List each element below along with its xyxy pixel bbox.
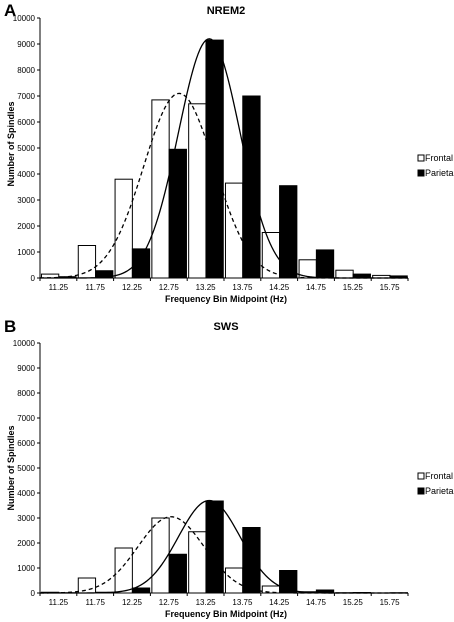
chart-nrem2: A NREM2 Number of Spindles Frequency Bin… (4, 1, 454, 304)
x-tick-label: 12.75 (159, 283, 180, 292)
x-tick-label: 15.75 (380, 283, 401, 292)
y-tick-label: 6000 (17, 118, 35, 127)
legend-label-frontal: Frontal (425, 471, 453, 481)
plot-area: 0 1000 2000 3000 4000 5000 6000 7000 8000 9000 100… (13, 14, 409, 292)
bar-parietal (168, 553, 187, 594)
bar-parietal (279, 185, 298, 279)
y-tick-label: 10000 (13, 339, 36, 348)
y-tick-label: 6000 (17, 439, 35, 448)
bar-parietal (168, 148, 187, 279)
y-tick-label: 10000 (13, 14, 36, 23)
y-tick-label: 9000 (17, 364, 35, 373)
x-axis-title: Frequency Bin Midpoint (Hz) (165, 294, 287, 304)
bar-parietal (205, 500, 224, 594)
plot-area: 0 1000 2000 3000 4000 5000 6000 7000 8000 9000 100… (13, 339, 409, 607)
x-tick-label: 14.75 (306, 598, 327, 607)
x-tick-label: 12.25 (122, 598, 143, 607)
bar-frontal (188, 103, 207, 279)
y-tick-label: 4000 (17, 489, 35, 498)
bar-frontal (114, 547, 133, 594)
bar-parietal (131, 587, 151, 594)
x-tick-label: 13.75 (232, 598, 253, 607)
y-tick-label: 1000 (17, 248, 35, 257)
x-axis-title: Frequency Bin Midpoint (Hz) (165, 609, 287, 619)
legend-swatch-frontal (417, 154, 425, 162)
bar-parietal (131, 248, 151, 279)
chart-sws: B SWS Number of Spindles Frequency Bin M… (4, 317, 454, 619)
fit-curve-parietal (40, 499, 408, 594)
bar-frontal (114, 178, 133, 279)
x-tick-label: 11.25 (49, 598, 69, 607)
y-tick-label: 8000 (17, 389, 35, 398)
fit-curve-frontal (39, 92, 408, 279)
y-tick-label: 2000 (17, 539, 35, 548)
x-tick-label: 15.25 (343, 598, 364, 607)
bar-frontal (151, 99, 170, 279)
bar-frontal (151, 517, 170, 594)
y-tick-label: 1000 (17, 564, 35, 573)
legend-swatch-frontal (417, 472, 425, 480)
y-tick-label: 3000 (17, 196, 35, 205)
y-axis-title: Number of Spindles (6, 425, 16, 510)
y-tick-label: 3000 (17, 514, 35, 523)
bar-frontal (224, 182, 244, 279)
x-tick-label: 13.25 (196, 598, 217, 607)
legend: Frontal Parietal (417, 153, 454, 178)
x-tick-label: 11.75 (85, 283, 105, 292)
legend-label-parietal: Parietal (425, 168, 454, 178)
fit-curve-parietal (40, 38, 408, 279)
y-tick-label: 7000 (17, 414, 35, 423)
bar-parietal (205, 39, 224, 279)
bar-frontal (261, 585, 281, 594)
x-tick-label: 14.25 (269, 283, 290, 292)
legend-swatch-parietal (417, 487, 425, 495)
y-tick-label: 9000 (17, 40, 35, 49)
x-tick-label: 11.25 (49, 283, 69, 292)
fit-curve-frontal (39, 516, 408, 594)
y-tick-label: 5000 (17, 144, 35, 153)
bar-frontal (77, 245, 97, 279)
bar-parietal (242, 527, 261, 594)
panel-label: B (4, 317, 16, 336)
bar-frontal (77, 577, 97, 594)
x-tick-label: 12.25 (122, 283, 143, 292)
y-axis-title: Number of Spindles (6, 101, 16, 186)
bar-parietal (242, 95, 261, 279)
legend-swatch-parietal (417, 169, 425, 177)
x-tick-label: 12.75 (159, 598, 180, 607)
legend-label-frontal: Frontal (425, 153, 453, 163)
y-tick-label: 0 (31, 274, 36, 283)
legend-label-parietal: Parietal (425, 486, 454, 496)
y-tick-label: 4000 (17, 170, 35, 179)
bar-parietal (95, 270, 114, 279)
bar-frontal (335, 269, 354, 279)
chart-title: SWS (213, 321, 238, 333)
chart-title: NREM2 (207, 5, 246, 17)
bar-frontal (188, 531, 207, 594)
x-tick-label: 14.25 (269, 598, 290, 607)
legend: Frontal Parietal (417, 471, 454, 496)
x-tick-label: 13.25 (196, 283, 217, 292)
bar-parietal (315, 249, 335, 279)
y-tick-label: 5000 (17, 464, 35, 473)
x-tick-label: 15.75 (380, 598, 401, 607)
y-tick-label: 2000 (17, 222, 35, 231)
x-tick-label: 11.75 (85, 598, 105, 607)
y-tick-label: 0 (31, 589, 36, 598)
x-tick-label: 13.75 (232, 283, 253, 292)
y-tick-label: 8000 (17, 66, 35, 75)
x-tick-label: 15.25 (343, 283, 364, 292)
y-tick-label: 7000 (17, 92, 35, 101)
panel-label: A (4, 1, 16, 20)
x-tick-label: 14.75 (306, 283, 327, 292)
